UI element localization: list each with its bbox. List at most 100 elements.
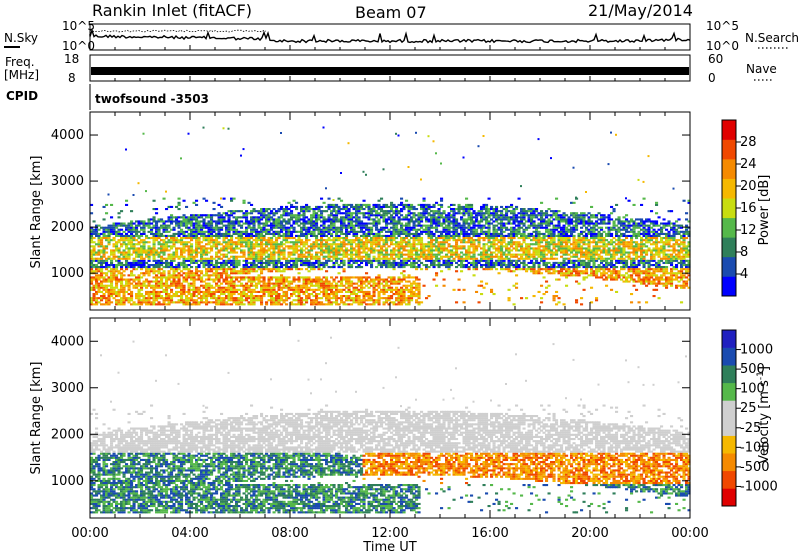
echo-cell — [412, 243, 416, 246]
echo-cell — [215, 245, 219, 248]
echo-cell — [202, 284, 206, 287]
echo-cell — [302, 280, 306, 283]
echo-cell — [115, 232, 119, 235]
echo-cell — [182, 247, 186, 250]
echo-cell — [407, 212, 411, 215]
echo-cell — [445, 241, 449, 244]
echo-cell — [92, 286, 96, 289]
echo-cell — [410, 205, 414, 208]
echo-cell — [490, 251, 494, 254]
echo-cell — [167, 276, 171, 279]
echo-cell — [142, 224, 146, 227]
echo-cell — [282, 264, 286, 267]
echo-cell — [277, 297, 281, 300]
echo-cell — [280, 295, 284, 298]
echo-cell — [355, 282, 359, 285]
echo-cell — [277, 280, 281, 283]
echo-cell — [192, 226, 196, 229]
echo-cell — [172, 272, 176, 275]
echo-cell — [267, 295, 271, 298]
echo-cell — [392, 232, 396, 235]
echo-cell — [337, 284, 341, 287]
echo-cell — [285, 261, 289, 264]
echo-cell — [352, 230, 356, 233]
echo-cell — [387, 212, 391, 215]
echo-cell — [462, 257, 466, 260]
echo-cell — [205, 237, 209, 240]
echo-cell — [447, 237, 451, 240]
echo-cell — [392, 280, 396, 283]
echo-cell — [397, 218, 401, 221]
echo-cell — [215, 274, 219, 277]
echo-cell — [297, 234, 301, 237]
echo-cell — [487, 268, 491, 271]
echo-cell — [345, 280, 349, 283]
echo-cell — [417, 303, 421, 306]
echo-cell — [220, 297, 224, 300]
echo-cell — [440, 237, 444, 240]
echo-cell — [102, 295, 106, 298]
echo-cell — [285, 290, 289, 293]
echo-cell — [372, 290, 376, 293]
echo-cell — [115, 280, 119, 283]
echo-cell — [482, 249, 486, 252]
echo-cell — [307, 228, 311, 231]
echo-cell — [235, 297, 239, 300]
echo-cell — [200, 249, 204, 252]
echo-cell — [250, 295, 254, 298]
echo-cell — [360, 203, 364, 206]
echo-cell — [132, 247, 136, 250]
echo-cell — [310, 255, 314, 258]
echo-cell — [377, 301, 381, 304]
echo-cell — [292, 245, 296, 248]
echo-cell — [407, 230, 411, 233]
echo-cell — [250, 230, 254, 233]
echo-cell — [225, 268, 229, 271]
echo-cell — [317, 239, 321, 242]
echo-cell — [335, 257, 339, 260]
echo-cell — [177, 266, 181, 269]
echo-cell — [402, 297, 406, 300]
echo-cell — [225, 301, 229, 304]
echo-cell — [120, 245, 124, 248]
echo-cell — [292, 288, 296, 291]
echo-cell — [435, 284, 439, 287]
echo-cell — [182, 251, 186, 254]
echo-cell — [150, 301, 154, 304]
echo-cell — [370, 299, 374, 302]
echo-cell — [150, 290, 154, 293]
echo-cell — [390, 220, 394, 223]
echo-cell — [330, 303, 334, 306]
echo-cell — [265, 301, 269, 304]
echo-cell — [480, 253, 484, 256]
echo-cell — [130, 297, 134, 300]
echo-cell — [335, 228, 339, 231]
echo-cell — [472, 216, 476, 219]
echo-cell — [145, 249, 149, 252]
echo-cell — [307, 255, 311, 258]
echo-cell — [247, 297, 251, 300]
echo-cell — [362, 212, 366, 215]
echo-cell — [432, 222, 436, 225]
echo-cell — [90, 241, 94, 244]
echo-cell — [422, 245, 426, 248]
echo-cell — [295, 299, 299, 302]
echo-cell — [297, 280, 301, 283]
echo-cell — [260, 243, 264, 246]
echo-cell — [410, 257, 414, 260]
echo-cell — [272, 282, 276, 285]
echo-cell — [347, 249, 351, 252]
echo-cell — [357, 205, 361, 208]
echo-cell — [320, 205, 324, 208]
echo-cell — [337, 230, 341, 233]
echo-cell — [340, 290, 344, 293]
echo-cell — [167, 245, 171, 248]
echo-cell — [360, 222, 364, 225]
echo-cell — [442, 216, 446, 219]
echo-cell — [120, 272, 124, 275]
echo-cell — [355, 210, 359, 213]
echo-cell — [470, 222, 474, 225]
echo-cell — [270, 253, 274, 256]
echo-cell — [420, 247, 424, 250]
echo-cell — [480, 284, 484, 287]
